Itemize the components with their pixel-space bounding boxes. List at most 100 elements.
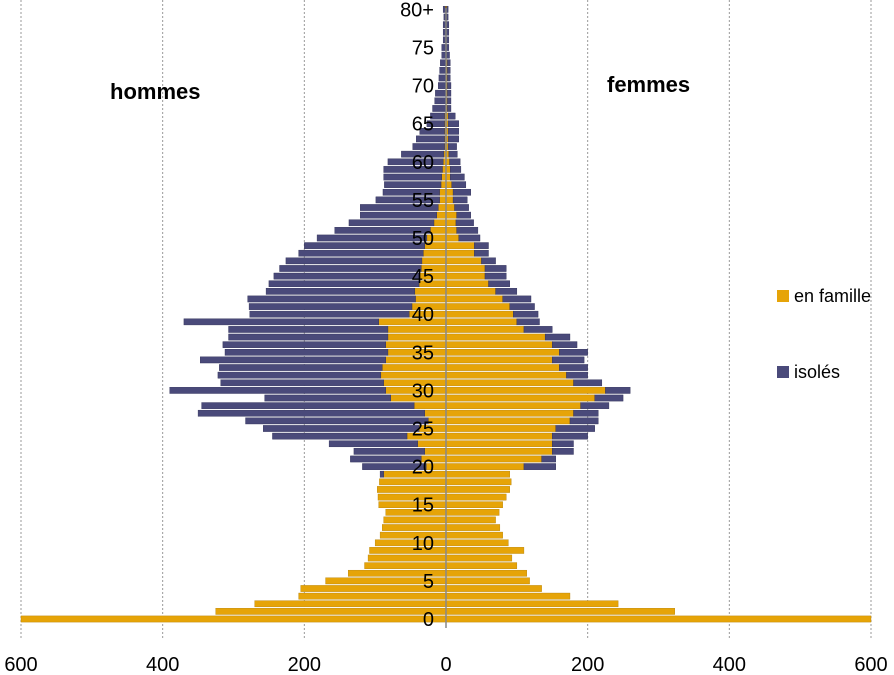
bar-isoles-men: [375, 196, 440, 204]
bar-en-famille-women: [445, 509, 500, 516]
age-tick-label: 35: [412, 342, 434, 364]
bar-isoles-men: [220, 379, 384, 387]
bar-isoles-men: [438, 82, 446, 89]
legend-label-isoles: isolés: [794, 362, 840, 382]
x-tick-label: 600: [4, 654, 37, 675]
bar-isoles-men: [360, 204, 439, 211]
bar-isoles-men: [439, 67, 446, 74]
age-tick-label: 10: [412, 533, 434, 555]
age-tick-label: 25: [412, 419, 434, 441]
bar-isoles-men: [435, 89, 446, 97]
bar-isoles-men: [328, 440, 418, 448]
bar-isoles-women: [447, 59, 451, 67]
bar-en-famille-women: [445, 402, 581, 409]
bar-en-famille-women: [445, 608, 675, 615]
bar-isoles-women: [523, 326, 553, 333]
bar-isoles-men: [384, 181, 442, 188]
bar-en-famille-men: [377, 486, 447, 493]
bar-en-famille-women: [445, 234, 459, 242]
bar-en-famille-women: [445, 265, 486, 272]
bar-isoles-women: [566, 371, 588, 379]
bar-isoles-women: [447, 89, 452, 97]
bar-isoles-men: [440, 59, 446, 67]
bar-en-famille-women: [445, 569, 527, 577]
bar-isoles-women: [541, 455, 556, 463]
bar-isoles-women: [447, 112, 456, 120]
bar-isoles-men: [383, 173, 442, 181]
x-tick-label: 400: [713, 654, 746, 675]
bar-en-famille-women: [445, 547, 525, 554]
bar-isoles-women: [516, 318, 540, 326]
age-tick-label: 45: [412, 266, 434, 288]
bar-en-famille-women: [445, 242, 475, 249]
bar-isoles-women: [447, 97, 452, 105]
x-tick-label: 600: [854, 654, 887, 675]
bar-isoles-women: [474, 249, 489, 257]
bar-isoles-men: [441, 51, 446, 59]
bar-en-famille-women: [445, 478, 512, 486]
bar-isoles-men: [169, 387, 386, 394]
bar-en-famille-men: [424, 448, 447, 455]
age-tick-label: 15: [412, 495, 434, 517]
bar-isoles-women: [448, 150, 458, 158]
bar-isoles-women: [447, 135, 459, 143]
bar-isoles-men: [222, 341, 386, 348]
bar-isoles-men: [247, 295, 416, 303]
bar-isoles-men: [350, 455, 422, 463]
bar-en-famille-women: [445, 585, 542, 592]
bar-isoles-women: [447, 74, 451, 82]
bar-isoles-men: [245, 417, 429, 425]
bar-en-famille-men: [439, 196, 447, 204]
bar-en-famille-women: [445, 219, 457, 227]
bar-en-famille-men: [413, 402, 447, 409]
bar-isoles-women: [481, 257, 496, 265]
bar-isoles-men: [353, 448, 425, 455]
bar-isoles-women: [458, 234, 481, 242]
bar-isoles-women: [484, 265, 507, 272]
bar-en-famille-men: [423, 249, 447, 257]
bar-isoles-women: [450, 173, 465, 181]
bar-en-famille-men: [424, 409, 447, 417]
bar-en-famille-women: [445, 531, 503, 539]
age-tick-label: 55: [412, 190, 434, 212]
bar-en-famille-men: [298, 592, 447, 600]
bar-isoles-women: [451, 181, 467, 188]
bar-isoles-men: [379, 470, 384, 478]
bar-en-famille-women: [445, 356, 553, 364]
age-tick-labels: 0 5 10 15 20 25 30 35 40 45 50 55 60 65 70 75 80+: [400, 0, 434, 631]
bar-isoles-men: [273, 272, 420, 280]
bar-isoles-men: [430, 112, 445, 120]
bar-isoles-women: [594, 394, 624, 402]
bar-isoles-women: [447, 120, 459, 127]
bar-isoles-women: [449, 158, 461, 166]
bar-en-famille-men: [415, 295, 447, 303]
bar-en-famille-men: [439, 188, 447, 196]
bar-en-famille-women: [445, 204, 455, 211]
bar-isoles-men: [228, 326, 389, 333]
bar-en-famille-women: [445, 577, 530, 585]
bar-en-famille-men: [382, 524, 447, 531]
bar-isoles-men: [441, 44, 446, 51]
bar-isoles-women: [573, 379, 603, 387]
bar-en-famille-women: [445, 326, 525, 333]
bar-en-famille-men: [364, 562, 447, 569]
bar-en-famille-women: [445, 432, 553, 440]
bar-en-famille-women: [445, 524, 501, 531]
bar-isoles-men: [279, 265, 422, 272]
bar-en-famille-women: [445, 470, 510, 478]
bar-isoles-men: [248, 303, 413, 310]
bar-en-famille-women: [445, 562, 518, 569]
bar-isoles-women: [474, 242, 489, 249]
bar-en-famille-women: [445, 600, 619, 608]
bar-en-famille-women: [445, 364, 560, 371]
bar-en-famille-women: [445, 425, 556, 432]
age-tick-label: 50: [412, 228, 434, 250]
age-tick-label: 0: [423, 609, 434, 631]
bar-en-famille-women: [445, 295, 503, 303]
bar-isoles-women: [446, 13, 449, 21]
bar-isoles-men: [201, 402, 415, 409]
bar-isoles-men: [434, 97, 446, 105]
bar-isoles-women: [605, 387, 631, 394]
bar-en-famille-women: [445, 249, 475, 257]
bar-en-famille-men: [374, 539, 447, 547]
